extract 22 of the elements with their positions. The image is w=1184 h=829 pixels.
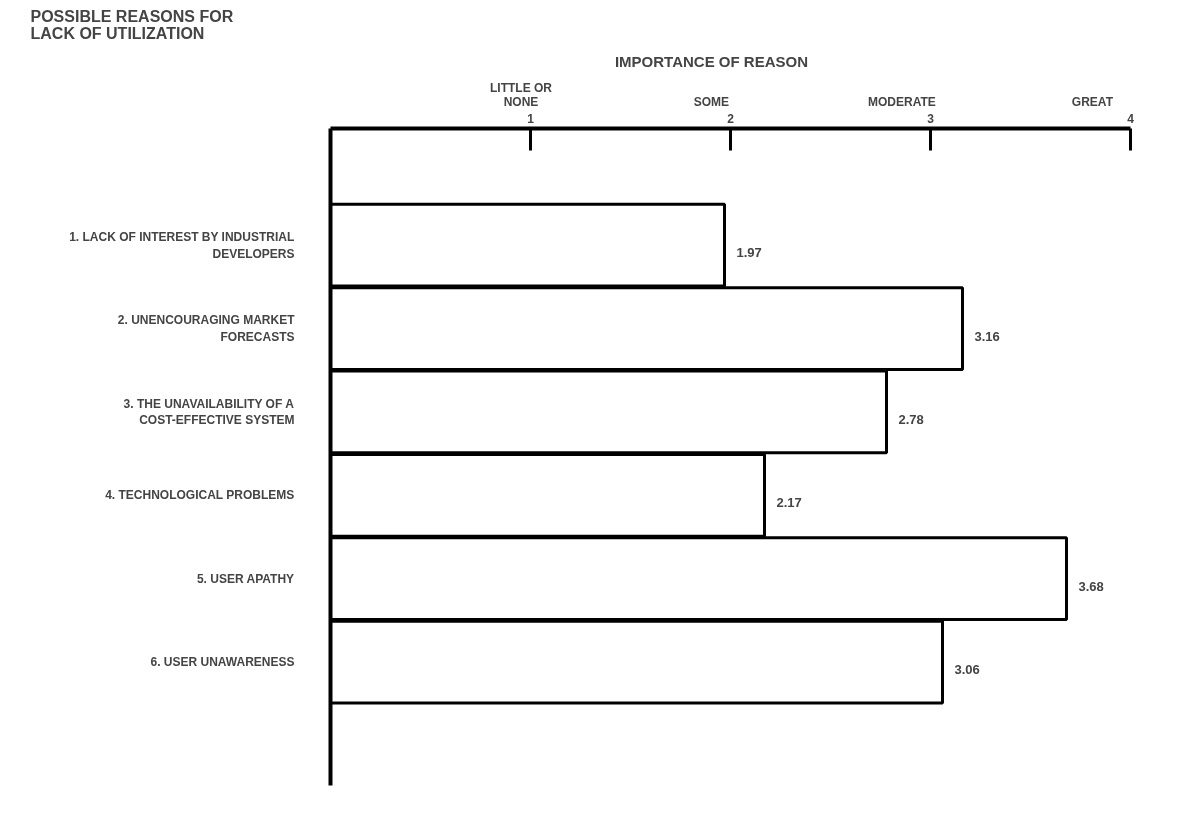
y-tick-label: 2. UNENCOURAGING MARKET FORECASTS xyxy=(117,313,296,344)
y-tick-label: 6. USER UNAWARENESS xyxy=(150,655,295,670)
text: LITTLE OR NONE xyxy=(489,81,553,110)
data-label: 3.16 xyxy=(974,328,1000,344)
data-label: 2.78 xyxy=(898,411,924,427)
text: POSSIBLE REASONS FOR LACK OF UTILIZATION xyxy=(30,7,234,42)
data-label: 1.97 xyxy=(736,245,762,261)
text: IMPORTANCE OF REASON xyxy=(614,52,808,70)
y-tick-label: 5. USER APATHY xyxy=(196,571,295,586)
text: MODERATE xyxy=(868,95,936,110)
x-tick-label: 4 xyxy=(1127,111,1135,126)
y-tick-label: 1. LACK OF INTEREST BY INDUSTRIAL DEVELOPERS xyxy=(69,229,295,261)
y-tick-label: 4. TECHNOLOGICAL PROBLEMS xyxy=(105,488,295,503)
x-tick-label: 3 xyxy=(927,111,935,126)
x-tick-label: 2 xyxy=(727,111,735,126)
data-label: 2.17 xyxy=(776,495,802,511)
y-tick-label: 3. THE UNAVAILABILITY OF A COST-EFFECTIVE SYSTEM xyxy=(123,396,295,428)
text: SOME xyxy=(693,95,730,110)
text: GREAT xyxy=(1071,95,1114,110)
data-label: 3.68 xyxy=(1078,578,1104,594)
x-tick-label: 1 xyxy=(527,111,535,126)
data-label: 3.06 xyxy=(954,662,980,678)
